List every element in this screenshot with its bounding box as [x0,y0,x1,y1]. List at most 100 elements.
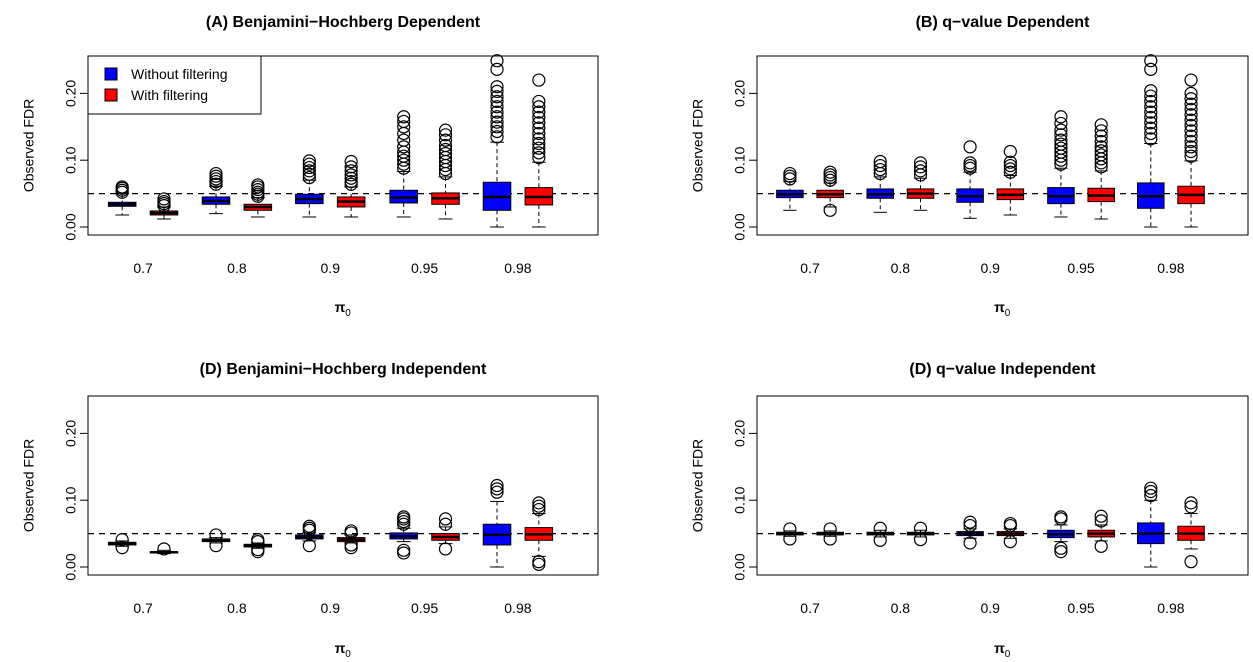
box-without-0.95 [1047,110,1075,218]
outlier-point [532,499,546,513]
outlier-point [251,178,265,192]
outlier-point [490,80,504,94]
outlier-point [1144,126,1158,141]
outlier-point [1184,73,1198,87]
x-axis-label-subscript: 0 [1005,308,1011,319]
outlier-point [1054,541,1068,555]
box-without-0.98 [1137,481,1165,568]
outlier-point [532,141,546,155]
box-with-0.9 [336,524,366,555]
box-without-0.98 [482,478,512,568]
outlier-point [302,539,316,553]
outlier-point [823,168,837,182]
outlier-point [1184,86,1198,101]
outlier-point [963,158,977,173]
y-tick-label: 0.00 [63,213,79,240]
outlier-point [823,170,837,185]
outlier-point [438,142,453,157]
outlier-point [873,521,887,535]
outlier-point [397,114,411,129]
box-with-0.8 [906,156,935,211]
outlier-point [532,100,546,114]
outlier-point [397,543,411,557]
box-with-0.9 [996,144,1025,216]
y-tick-label: 0.00 [63,553,79,580]
outlier-point [913,164,928,178]
outlier-point [438,517,453,531]
y-tick-label: 0.20 [732,80,748,107]
box-with-0.98 [524,73,554,228]
box-with-0.8 [243,178,273,218]
outlier-point [1184,129,1198,143]
chart-panel-2: (B) q−value Dependent 0.00 0.10 0.20 Observe… [690,14,1249,319]
outlier-point [1184,140,1198,154]
x-axis-label: π [994,640,1005,656]
outlier-point [1003,144,1017,159]
box-with-0.8 [906,521,935,547]
outlier-point [490,120,504,134]
outlier-point [1094,539,1108,553]
outlier-point [397,510,411,524]
outlier-point [490,84,504,98]
outlier-point [490,110,504,124]
x-tick-label: 0.7 [800,600,820,616]
outlier-point [913,156,928,170]
box-without-0.7 [776,166,804,211]
outlier-point [438,123,453,137]
legend-label: With filtering [131,87,208,103]
outlier-point [490,478,504,493]
outlier-point [1094,129,1108,143]
outlier-point [209,166,223,181]
outlier-point [115,541,129,555]
outlier-point [1094,144,1108,158]
outlier-point [251,543,265,557]
outlier-point [1184,113,1198,127]
outlier-point [1144,132,1158,146]
box-without-0.98 [1137,54,1165,228]
legend-swatch [104,67,118,81]
box-without-0.8 [866,154,894,213]
outlier-point [397,546,411,560]
outlier-point [532,94,546,109]
box-without-0.9 [295,519,324,553]
outlier-point [783,166,797,181]
outlier-point [397,120,411,134]
x-tick-label: 0.7 [133,260,153,276]
box-without-0.95 [389,110,418,218]
box-with-0.9 [996,516,1025,549]
outlier-point [1144,94,1158,109]
y-tick-label: 0.10 [63,146,79,173]
x-axis-label-subscript: 0 [345,308,351,319]
y-axis-label: Observed FDR [690,99,706,192]
outlier-point [1003,516,1017,531]
y-axis-label: Observed FDR [21,99,37,192]
x-tick-label: 0.9 [321,600,341,616]
outlier-point [490,105,504,119]
outlier-point [783,169,797,183]
outlier-point [532,110,546,125]
outlier-point [490,115,504,129]
box-without-0.7 [776,522,804,546]
box-without-0.9 [956,140,984,219]
x-tick-label: 0.95 [411,600,438,616]
outlier-point [1144,54,1158,68]
outlier-point [397,126,411,141]
box-with-0.7 [149,542,179,556]
outlier-point [1144,116,1158,130]
plot-frame [756,55,1249,236]
x-tick-label: 0.7 [800,260,820,276]
box-with-0.7 [816,165,844,217]
outlier-point [397,149,411,163]
x-tick-label: 0.7 [133,600,153,616]
outlier-point [1054,137,1068,151]
outlier-point [1144,100,1158,114]
box-without-0.7 [107,180,137,216]
box-with-0.7 [816,522,844,546]
y-tick-label: 0.10 [732,146,748,173]
outlier-point [1003,155,1017,169]
outlier-point [532,73,546,87]
outlier-point [438,128,453,142]
x-axis-label-subscript: 0 [1005,649,1011,660]
outlier-point [1094,148,1108,162]
